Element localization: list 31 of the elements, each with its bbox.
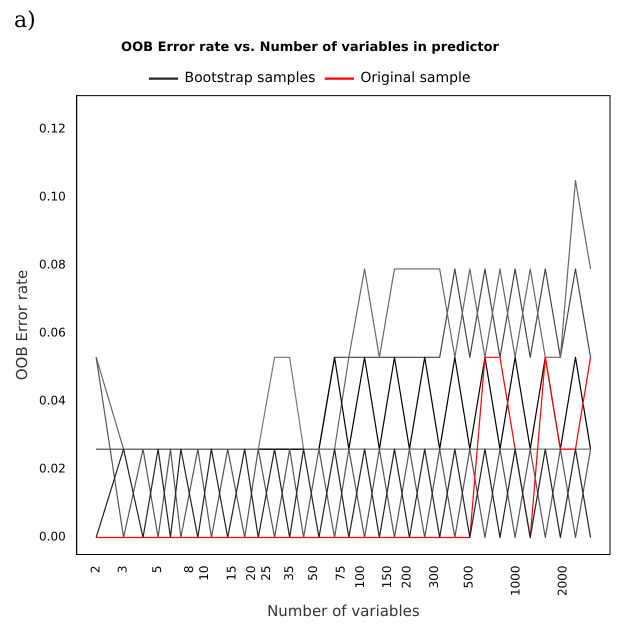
x-tick-label: 75 <box>333 565 348 581</box>
x-tick-label: 3 <box>116 565 130 574</box>
x-tick-label: 150 <box>380 565 394 588</box>
chart-title: OOB Error rate vs. Number of variables in predictor <box>121 40 500 56</box>
x-tick-label: 20 <box>244 565 258 581</box>
y-tick-label: 0.04 <box>39 394 66 408</box>
y-tick-label: 0.08 <box>39 258 66 272</box>
x-tick-label: 50 <box>306 565 320 581</box>
x-tick-label: 200 <box>400 565 414 588</box>
x-tick-label: 100 <box>352 565 367 588</box>
y-tick-label: 0.12 <box>39 122 66 136</box>
y-axis-title: OOB Error rate <box>12 270 31 380</box>
y-tick-label: 0.06 <box>39 326 66 340</box>
y-tick-label: 0.02 <box>39 462 66 476</box>
x-tick-label: 25 <box>259 565 274 581</box>
x-tick-label: 5 <box>150 565 164 574</box>
x-tick-label: 2000 <box>555 565 570 596</box>
x-tick-label: 35 <box>282 565 296 581</box>
x-tick-label: 300 <box>427 565 442 588</box>
legend-label: Bootstrap samples <box>184 70 316 86</box>
y-tick-label: 0.10 <box>39 190 66 204</box>
x-tick-label: 500 <box>462 565 476 588</box>
x-tick-label: 1000 <box>508 565 522 596</box>
x-axis-title: Number of variables <box>267 602 420 620</box>
x-tick-label: 10 <box>197 565 212 581</box>
x-tick-label: 2 <box>88 565 102 574</box>
x-tick-label: 8 <box>182 565 196 574</box>
y-tick-label: 0.00 <box>39 530 66 544</box>
text: a) <box>14 8 36 33</box>
legend-label: Original sample <box>360 70 471 86</box>
x-tick-label: 15 <box>224 565 238 581</box>
